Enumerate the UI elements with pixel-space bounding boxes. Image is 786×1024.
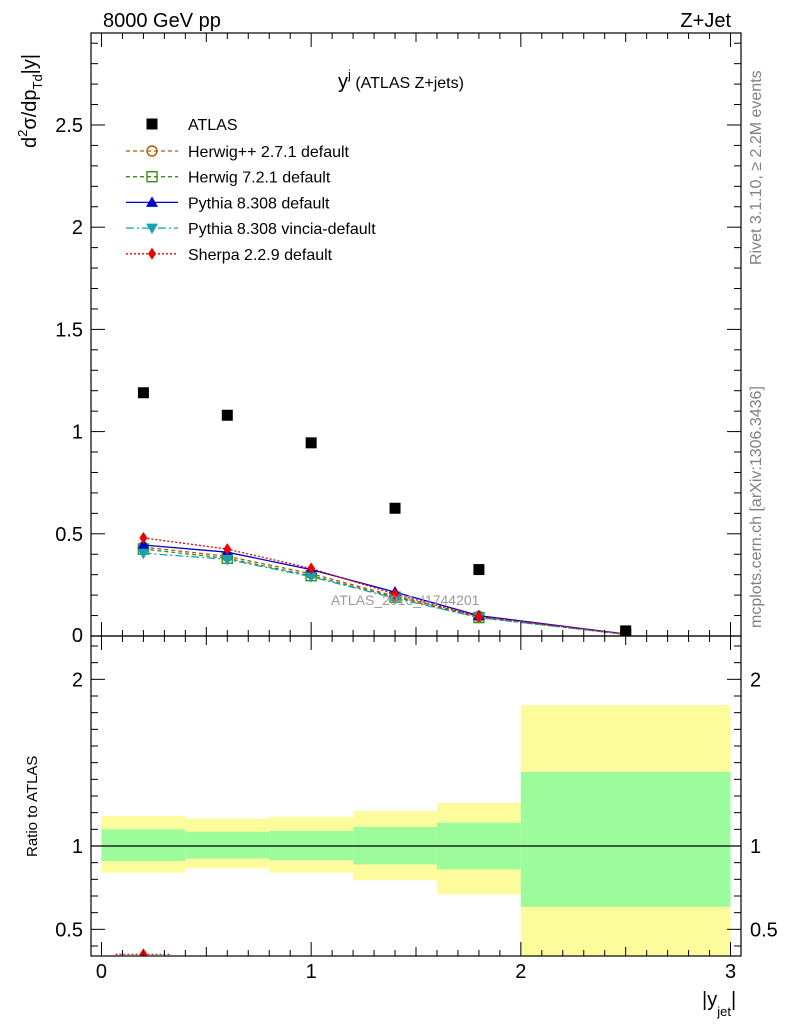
x-axis-label: |yjet| xyxy=(702,989,736,1019)
ylabel-d-sup: 2 xyxy=(15,130,30,137)
series-line xyxy=(143,546,626,636)
y-tick-label-ratio: 2 xyxy=(72,669,83,691)
mcplots-reference-label: mcplots.cern.ch [arXiv:1306.3436] xyxy=(748,386,765,628)
plot-title-rest: (ATLAS Z+jets) xyxy=(351,75,464,92)
xlabel-jet-sub: jet xyxy=(716,1004,731,1019)
x-tick-label: 2 xyxy=(515,961,526,983)
data-point xyxy=(137,387,149,399)
legend-entry: Herwig 7.2.1 default xyxy=(126,170,331,187)
ylabel-d: d xyxy=(19,137,41,148)
series-line xyxy=(143,548,626,636)
series-marker xyxy=(137,548,150,560)
legend: ATLAS Herwig++ 2.7.1 default Herwig 7.2.1 … xyxy=(126,117,376,264)
legend-label: Pythia 8.308 default xyxy=(188,195,330,212)
legend-entry-data: ATLAS xyxy=(146,117,238,134)
y-axis-label-ratio: Ratio to ATLAS xyxy=(24,756,41,857)
y-tick-label-ratio: 0.5 xyxy=(55,919,83,941)
y-axis-label-main: d2σ/dpTd|y| xyxy=(15,54,45,148)
legend-label: Sherpa 2.2.9 default xyxy=(188,247,333,264)
legend-label: ATLAS xyxy=(188,117,238,134)
legend-marker xyxy=(146,170,158,183)
ylabel-sigma-dp: σ/dp xyxy=(19,89,41,129)
data-point xyxy=(473,564,485,576)
series-marker xyxy=(391,588,400,601)
series-marker xyxy=(474,610,483,623)
series-line xyxy=(143,544,626,635)
data-point xyxy=(305,437,317,449)
header-process-label: Z+Jet xyxy=(680,10,731,32)
y-tick-label-ratio-right: 2 xyxy=(750,669,761,691)
y-tick-label-main: 2.5 xyxy=(55,115,83,137)
x-tick-label: 0 xyxy=(96,961,107,983)
ylabel-abs-y: |y| xyxy=(19,54,41,74)
ylabel-td-sub: Td xyxy=(30,74,45,89)
legend-marker xyxy=(146,118,158,130)
ratio-band-inner xyxy=(101,829,186,861)
y-tick-label-ratio: 1 xyxy=(72,836,83,858)
rivet-version-label: Rivet 3.1.10, ≥ 2.2M events xyxy=(748,70,765,265)
legend-marker xyxy=(146,196,158,207)
plot-title: yj (ATLAS Z+jets) xyxy=(338,67,464,93)
legend-label: Herwig 7.2.1 default xyxy=(188,170,331,187)
series-marker xyxy=(139,531,148,544)
series-marker xyxy=(137,539,150,550)
ratio-band-inner xyxy=(185,831,270,859)
y-tick-label-main: 1 xyxy=(72,422,83,444)
legend-marker xyxy=(146,223,158,235)
xlabel-bar: | xyxy=(731,989,736,1011)
ratio-band-inner xyxy=(520,771,731,907)
series-line xyxy=(143,552,626,636)
y-tick-label-main: 0.5 xyxy=(55,524,83,546)
legend-label: Pythia 8.308 vincia-default xyxy=(188,221,376,238)
legend-entry: Sherpa 2.2.9 default xyxy=(126,247,333,264)
series-marker xyxy=(305,572,318,583)
header-energy-label: 8000 GeV pp xyxy=(103,10,221,32)
series-marker xyxy=(223,543,232,556)
analysis-watermark: ATLAS_2013_I1744201 xyxy=(331,592,480,608)
x-tick-label: 3 xyxy=(725,961,736,983)
x-tick-label: 1 xyxy=(306,961,317,983)
ratio-uncertainty-bands xyxy=(101,705,731,956)
legend-entry: Pythia 8.308 vincia-default xyxy=(126,221,376,238)
data-point xyxy=(389,502,401,514)
legend-marker xyxy=(146,145,158,157)
axis-ticks: 0 1 2 3 0.5 1 1.5 2 2.5 0 0.5 0.5 1 1 2 2 xyxy=(55,33,778,983)
y-tick-label-main: 1.5 xyxy=(55,319,83,341)
y-tick-label-ratio-right: 0.5 xyxy=(750,919,778,941)
legend-entry: Herwig++ 2.7.1 default xyxy=(126,144,350,161)
y-tick-label-ratio-right: 1 xyxy=(750,836,761,858)
y-tick-label-main: 2 xyxy=(72,217,83,239)
series-marker xyxy=(307,562,316,575)
legend-marker xyxy=(148,247,156,260)
plot-title-main: y xyxy=(338,71,348,93)
xlabel-abs-y: |y xyxy=(702,989,717,1011)
plot-title-sup: j xyxy=(347,67,351,82)
legend-label: Herwig++ 2.7.1 default xyxy=(188,144,350,161)
legend-entry: Pythia 8.308 default xyxy=(126,195,330,212)
data-point xyxy=(221,409,233,421)
series-line xyxy=(143,537,626,635)
y-tick-label-main: 0 xyxy=(72,625,83,647)
series-marker xyxy=(221,554,234,566)
